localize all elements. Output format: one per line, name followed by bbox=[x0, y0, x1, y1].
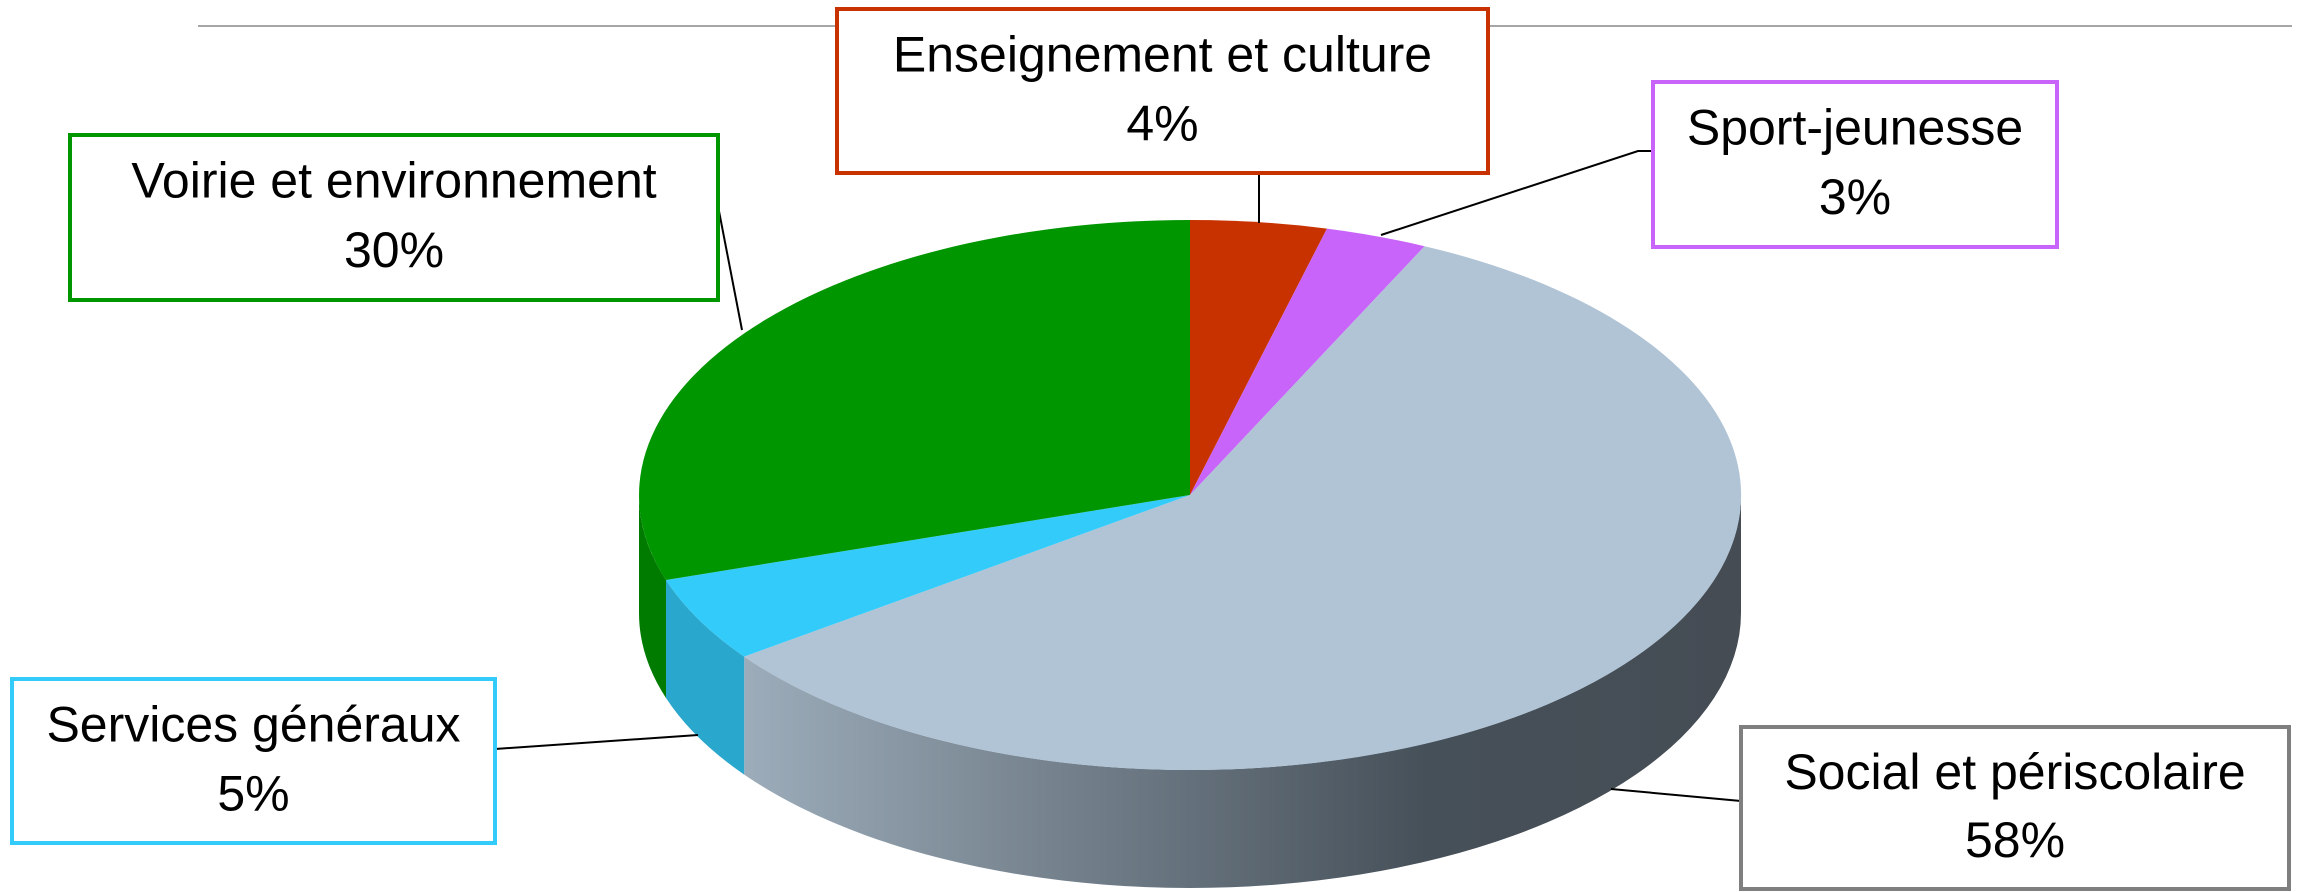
slice-side bbox=[666, 580, 745, 775]
label-box bbox=[1651, 80, 2059, 249]
value-label: 58% bbox=[1965, 812, 2065, 868]
slice-side bbox=[744, 495, 1741, 888]
value-label: 5% bbox=[217, 765, 289, 821]
category-label: Sport-jeunesse bbox=[1687, 100, 2023, 156]
category-label: Enseignement et culture bbox=[893, 26, 1432, 82]
value-label: 30% bbox=[344, 222, 444, 278]
value-label: 3% bbox=[1819, 169, 1891, 225]
leader-line bbox=[1610, 788, 1742, 802]
label-box bbox=[10, 677, 497, 845]
label-box bbox=[1739, 725, 2291, 891]
slice bbox=[744, 246, 1742, 771]
leader-line bbox=[717, 205, 743, 331]
label-box bbox=[835, 7, 1490, 175]
category-label: Services généraux bbox=[46, 696, 460, 752]
label-box bbox=[68, 133, 720, 302]
leader-line bbox=[1380, 150, 1653, 236]
leader-line bbox=[494, 734, 699, 750]
slice-side bbox=[639, 495, 666, 698]
slice bbox=[1190, 219, 1327, 496]
category-label: Social et périscolaire bbox=[1784, 744, 2245, 800]
slice bbox=[639, 220, 1190, 580]
slice bbox=[666, 495, 1190, 657]
value-label: 4% bbox=[1126, 95, 1198, 151]
category-label: Voirie et environnement bbox=[131, 153, 656, 209]
slice bbox=[1190, 228, 1425, 495]
